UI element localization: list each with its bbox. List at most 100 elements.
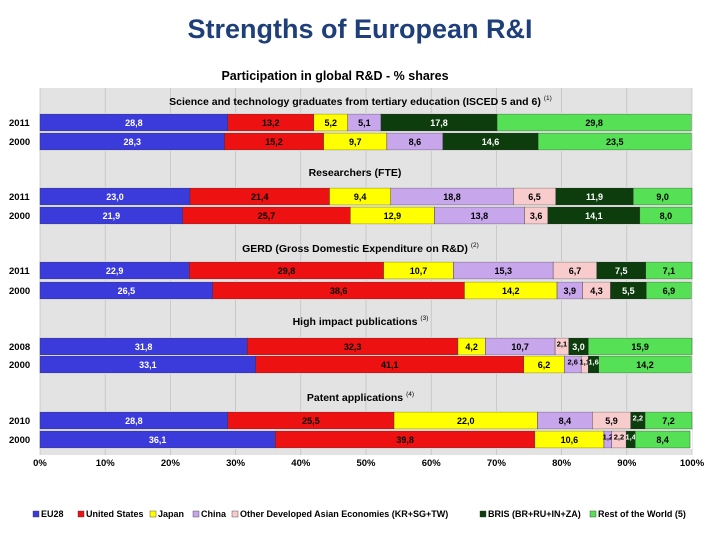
data-label: 1,2 [603,433,613,442]
legend-label: BRIS (BR+RU+IN+ZA) [488,509,581,519]
group-title: High impact publications [293,316,418,328]
chart-title: Participation in global R&D - % shares [221,69,448,83]
x-tick-label: 0% [33,458,47,469]
legend-swatch [589,510,597,518]
legend-label: Other Developed Asian Economies (KR+SG+T… [240,509,448,519]
data-label: 28,3 [123,137,141,147]
group-title: Science and technology graduates from te… [169,96,541,108]
x-tick-label: 20% [161,458,181,469]
data-label: 5,5 [622,286,635,296]
row-year-label: 2011 [9,192,30,203]
data-label: 6,9 [663,286,676,296]
data-label: 3,6 [530,211,543,221]
data-label: 2,2 [633,414,643,423]
data-label: 4,2 [465,342,478,352]
data-label: 1,1 [580,358,590,367]
x-tick-label: 10% [96,458,116,469]
data-label: 41,1 [381,360,399,370]
data-label: 3,0 [572,342,585,352]
data-label: 12,9 [384,211,402,221]
data-label: 7,1 [663,266,676,276]
data-label: 2,1 [557,340,567,349]
row-year-label: 2000 [9,360,30,371]
group-title: GERD (Gross Domestic Expenditure on R&D) [242,243,468,255]
group-title: Researchers (FTE) [309,167,402,179]
data-label: 9,4 [354,192,367,202]
row-year-label: 2000 [9,211,30,222]
data-label: 15,2 [265,137,283,147]
group-note: (4) [406,391,414,398]
data-label: 31,8 [135,342,153,352]
data-label: 9,0 [656,192,669,202]
bar-segment [645,261,693,280]
data-label: 17,8 [430,118,448,128]
legend-swatch [192,510,200,518]
data-label: 6,2 [538,360,551,370]
bar-segment [633,187,693,206]
group-note: (1) [544,95,552,102]
data-label: 14,2 [502,286,520,296]
legend-swatch [149,510,157,518]
data-label: 18,8 [443,192,461,202]
legend-swatch [77,510,85,518]
data-label: 25,5 [302,416,320,426]
data-label: 23,0 [106,192,124,202]
row-year-label: 2000 [9,435,30,446]
data-label: 23,5 [606,137,624,147]
x-tick-label: 90% [617,458,637,469]
bar-segment [537,132,692,151]
row-year-label: 2011 [9,266,30,277]
legend-swatch [231,510,239,518]
data-label: 10,7 [511,342,529,352]
data-label: 10,7 [410,266,428,276]
data-label: 6,5 [528,192,541,202]
data-label: 38,6 [330,286,348,296]
data-label: 21,9 [103,211,121,221]
data-label: 26,5 [118,286,136,296]
legend-swatch [32,510,40,518]
data-label: 1,4 [625,433,636,442]
data-label: 8,4 [559,416,572,426]
data-label: 1,6 [588,358,598,367]
data-label: 28,8 [125,118,143,128]
legend-label: China [201,509,227,519]
page-title: Strengths of European R&I [187,14,533,44]
bar-segment [496,113,692,132]
data-label: 14,1 [585,211,603,221]
data-label: 25,7 [258,211,276,221]
legend-label: Japan [158,509,184,519]
group-note: (3) [420,315,428,322]
data-label: 2,6 [567,358,577,367]
data-label: 7,5 [615,266,628,276]
data-label: 6,7 [569,266,582,276]
group-title: Patent applications [307,392,403,404]
x-tick-label: 80% [552,458,572,469]
data-label: 8,0 [660,211,673,221]
data-label: 14,2 [636,360,654,370]
data-label: 15,9 [631,342,649,352]
data-label: 33,1 [139,360,157,370]
x-tick-label: 100% [680,458,705,469]
legend-label: United States [86,509,144,519]
x-tick-label: 60% [422,458,442,469]
data-label: 9,7 [349,137,362,147]
bar-segment [598,355,692,374]
bar-segment [644,411,693,430]
legend-label: Rest of the World (5) [598,509,686,519]
x-tick-label: 50% [356,458,376,469]
data-label: 36,1 [149,435,167,445]
data-label: 21,4 [251,192,269,202]
data-label: 11,9 [586,192,603,202]
legend-label: EU28 [41,509,64,519]
row-year-label: 2010 [9,416,30,427]
row-year-label: 2000 [9,137,30,148]
bar-segment [635,430,691,449]
legend-swatch [479,510,487,518]
data-label: 3,9 [563,286,576,296]
data-label: 5,9 [605,416,618,426]
x-tick-label: 30% [226,458,246,469]
data-label: 15,3 [494,266,512,276]
group-note: (2) [471,242,479,249]
data-label: 5,2 [325,118,338,128]
